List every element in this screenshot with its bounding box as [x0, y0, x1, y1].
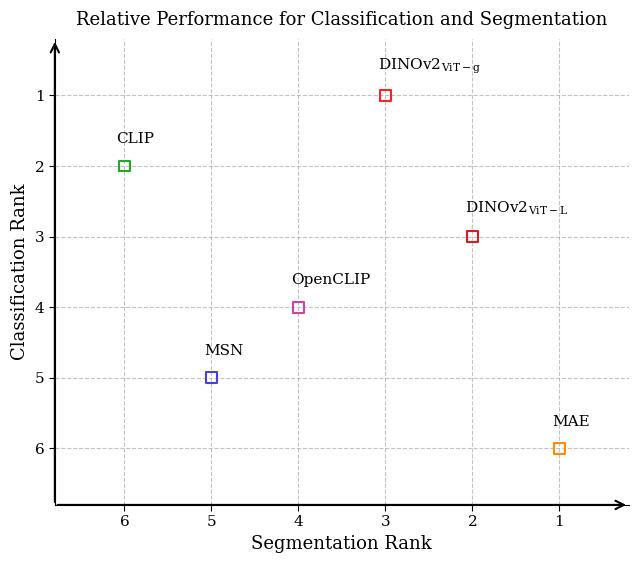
Text: MSN: MSN [204, 344, 244, 358]
Title: Relative Performance for Classification and Segmentation: Relative Performance for Classification … [76, 11, 607, 29]
Point [119, 161, 129, 170]
Text: DINOv2$_{\mathregular{ViT-L}}$: DINOv2$_{\mathregular{ViT-L}}$ [465, 199, 568, 217]
X-axis label: Segmentation Rank: Segmentation Rank [252, 535, 432, 553]
Text: CLIP: CLIP [116, 133, 154, 146]
Text: OpenCLIP: OpenCLIP [291, 274, 371, 288]
Point [380, 91, 390, 100]
Text: MAE: MAE [552, 415, 590, 429]
Text: DINOv2$_{\mathregular{ViT-g}}$: DINOv2$_{\mathregular{ViT-g}}$ [378, 56, 481, 76]
Point [293, 303, 303, 312]
Point [206, 373, 216, 382]
Y-axis label: Classification Rank: Classification Rank [11, 184, 29, 360]
Point [467, 232, 477, 241]
Point [554, 444, 564, 453]
